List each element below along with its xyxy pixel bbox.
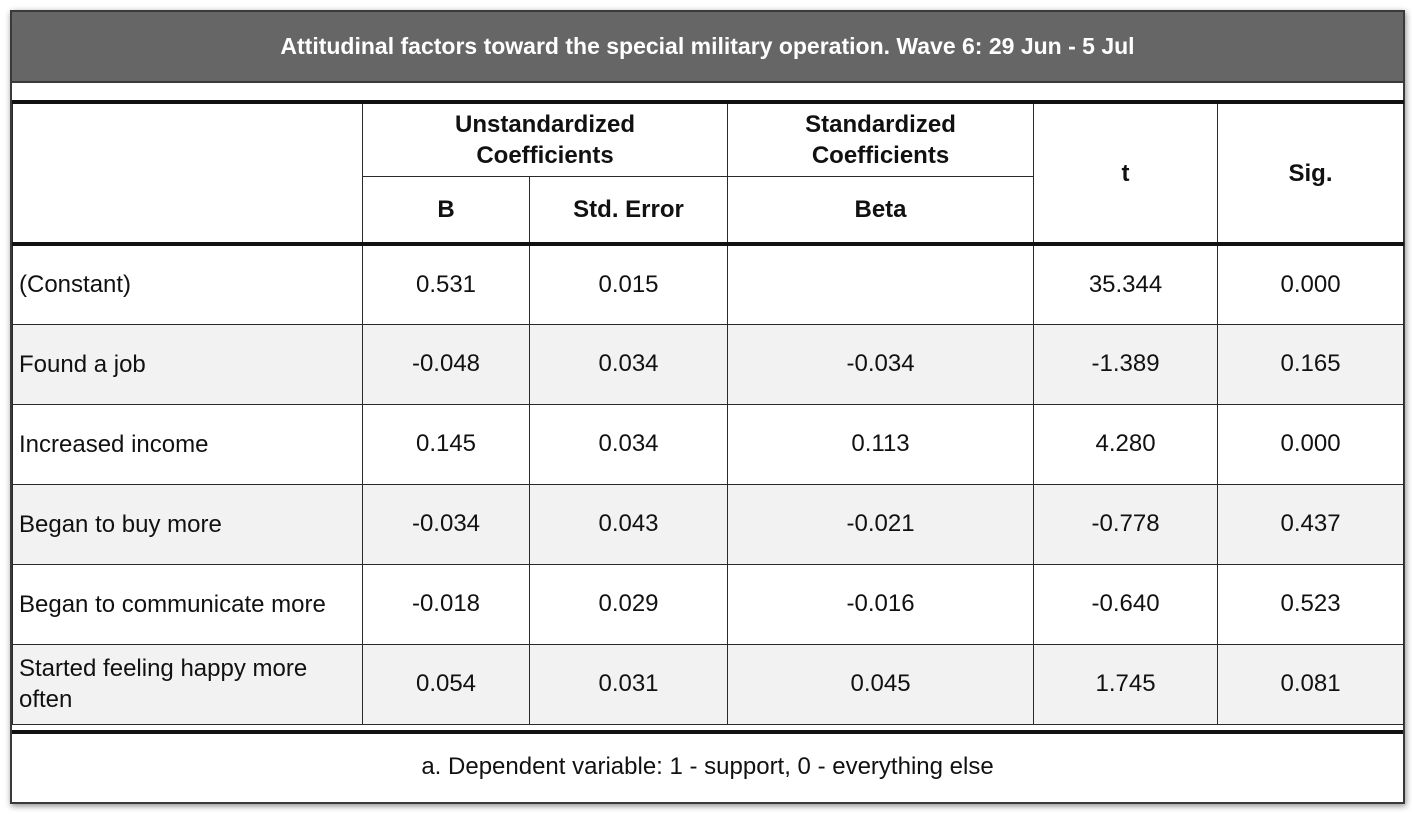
table-title: Attitudinal factors toward the special m…: [12, 12, 1403, 83]
table-frame: Attitudinal factors toward the special m…: [10, 10, 1405, 804]
cell-sig: 0.437: [1217, 483, 1405, 565]
cell-sig: 0.165: [1217, 323, 1405, 405]
cell-sig: 0.000: [1217, 403, 1405, 485]
table-row: Increased income 0.145 0.034 0.113 4.280…: [12, 403, 1405, 485]
cell-std-error: 0.031: [528, 643, 729, 725]
cell-std-error: 0.034: [528, 403, 729, 485]
cell-t: 1.745: [1033, 643, 1219, 725]
cell-t: -1.389: [1033, 323, 1219, 405]
header-beta: Beta: [727, 175, 1035, 245]
cell-t: -0.640: [1033, 563, 1219, 645]
cell-std-error: 0.043: [528, 483, 729, 565]
table-row: (Constant) 0.531 0.015 35.344 0.000: [12, 242, 1405, 325]
table-row: Began to buy more -0.034 0.043 -0.021 -0…: [12, 483, 1405, 565]
cell-std-error: 0.029: [528, 563, 729, 645]
cell-beta: -0.016: [727, 563, 1035, 645]
cell-t: 35.344: [1033, 242, 1219, 325]
cell-beta: 0.045: [727, 643, 1035, 725]
table-row: Found a job -0.048 0.034 -0.034 -1.389 0…: [12, 323, 1405, 405]
row-label: Found a job: [12, 323, 363, 405]
header-b: B: [362, 175, 530, 245]
row-label: Increased income: [12, 403, 363, 485]
row-label: Began to communicate more: [12, 563, 363, 645]
cell-b: -0.018: [362, 563, 530, 645]
header-row-2: B Std. Error Beta: [13, 175, 1404, 245]
cell-t: 4.280: [1033, 403, 1219, 485]
header-standardized: Standardized Coefficients: [727, 100, 1035, 177]
cell-std-error: 0.034: [528, 323, 729, 405]
cell-sig: 0.081: [1217, 643, 1405, 725]
cell-b: 0.054: [362, 643, 530, 725]
cell-beta: -0.034: [727, 323, 1035, 405]
cell-b: -0.034: [362, 483, 530, 565]
header-std-error: Std. Error: [528, 175, 729, 245]
cell-b: 0.145: [362, 403, 530, 485]
cell-b: -0.048: [362, 323, 530, 405]
cell-beta: 0.113: [727, 403, 1035, 485]
row-label: Started feeling happy more often: [12, 643, 363, 725]
header-t: t: [1033, 100, 1219, 245]
header-sig: Sig.: [1217, 100, 1405, 245]
row-label: (Constant): [12, 242, 363, 325]
regression-table: Unstandardized Coefficients Standardized…: [12, 100, 1405, 725]
cell-std-error: 0.015: [528, 242, 729, 325]
header-row-1: Unstandardized Coefficients Standardized…: [12, 100, 1405, 245]
cell-beta: [727, 242, 1035, 325]
cell-t: -0.778: [1033, 483, 1219, 565]
table-row: Started feeling happy more often 0.054 0…: [12, 643, 1405, 725]
table-row: Began to communicate more -0.018 0.029 -…: [12, 563, 1405, 645]
header-blank-cell: [12, 100, 363, 245]
header-unstandardized: Unstandardized Coefficients: [361, 100, 729, 177]
table-footnote: a. Dependent variable: 1 - support, 0 - …: [12, 730, 1403, 800]
cell-sig: 0.000: [1217, 242, 1405, 325]
row-label: Began to buy more: [12, 483, 363, 565]
cell-sig: 0.523: [1217, 563, 1405, 645]
cell-b: 0.531: [362, 242, 530, 325]
cell-beta: -0.021: [727, 483, 1035, 565]
